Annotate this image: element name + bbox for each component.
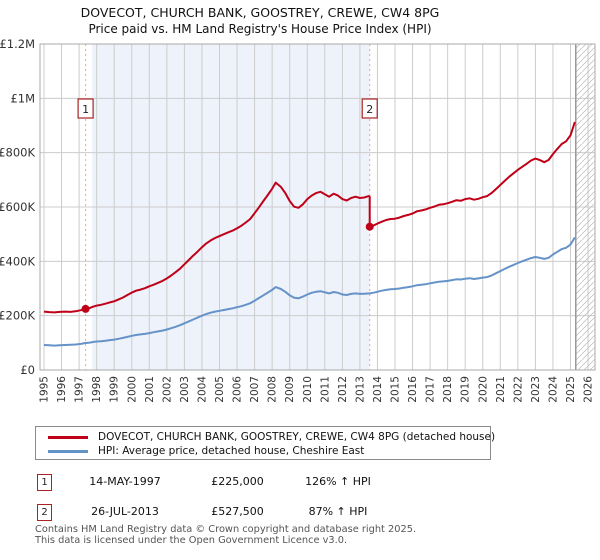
x-axis-label: 2004 bbox=[196, 376, 208, 403]
x-axis-label: 2025 bbox=[565, 376, 577, 403]
footer-line-2: This data is licensed under the Open Gov… bbox=[35, 535, 348, 546]
footer-line-1: Contains HM Land Registry data © Crown c… bbox=[35, 524, 417, 535]
sale-vs-hpi: 87% ↑ HPI bbox=[308, 505, 368, 518]
x-axis-label: 2009 bbox=[284, 376, 296, 403]
y-axis-label: £1.2M bbox=[0, 37, 35, 51]
chart-title: DOVECOT, CHURCH BANK, GOOSTREY, CREWE, C… bbox=[80, 5, 440, 20]
x-axis-label: 2019 bbox=[460, 376, 472, 403]
sale-marker-1-badge: 1 bbox=[37, 474, 52, 491]
y-axis-label: £200K bbox=[0, 309, 35, 323]
y-axis-label: £0 bbox=[20, 363, 35, 377]
x-axis-label: 2022 bbox=[512, 376, 524, 403]
x-axis-label: 1996 bbox=[56, 376, 68, 403]
future-hatch-region bbox=[575, 44, 595, 370]
legend-item-hpi: HPI: Average price, detached house, Ches… bbox=[36, 444, 490, 458]
x-axis-label: 2007 bbox=[249, 376, 261, 403]
red-line-swatch bbox=[48, 435, 88, 439]
x-axis-label: 2021 bbox=[495, 376, 507, 403]
legend-label: HPI: Average price, detached house, Ches… bbox=[98, 445, 365, 457]
copyright-footer: Contains HM Land Registry data © Crown c… bbox=[35, 524, 416, 546]
x-axis-label: 2003 bbox=[179, 376, 191, 403]
y-axis-label: £1M bbox=[10, 91, 35, 105]
sale-marker-number: 1 bbox=[82, 103, 89, 116]
sale-marker-number: 2 bbox=[366, 103, 373, 116]
sale-price: £527,500 bbox=[211, 505, 264, 518]
x-axis-label: 1997 bbox=[74, 376, 86, 403]
x-axis-label: 2016 bbox=[407, 376, 419, 403]
sale-point-marker bbox=[81, 304, 90, 313]
x-axis-label: 2012 bbox=[337, 376, 349, 403]
x-axis-label: 2001 bbox=[144, 376, 156, 403]
plot-border bbox=[39, 43, 596, 371]
x-axis-label: 2005 bbox=[214, 376, 226, 403]
series-line bbox=[43, 236, 576, 347]
sale-vs-hpi: 126% ↑ HPI bbox=[305, 475, 371, 488]
sale-point-marker bbox=[365, 222, 374, 231]
y-axis-label: £600K bbox=[0, 200, 35, 214]
legend-label: DOVECOT, CHURCH BANK, GOOSTREY, CREWE, C… bbox=[98, 431, 496, 443]
y-axis-label: £800K bbox=[0, 146, 35, 160]
sale-date: 26-JUL-2013 bbox=[91, 505, 159, 518]
x-axis-label: 2020 bbox=[477, 376, 489, 403]
price-history-chart: 1 2 £0 £200K £400K £600K £800K £1M £1.2M 1995 1996… bbox=[0, 37, 596, 403]
x-axis-label: 2015 bbox=[390, 376, 402, 403]
transaction-row: 1 14-MAY-1997 £225,000 126% ↑ HPI bbox=[0, 474, 600, 492]
x-axis-label: 2008 bbox=[267, 376, 279, 403]
x-axis-label: 2013 bbox=[354, 376, 366, 403]
x-axis-label: 2024 bbox=[547, 376, 559, 403]
x-axis-label: 2014 bbox=[372, 376, 384, 403]
sale-marker-2-badge: 2 bbox=[37, 504, 52, 521]
x-axis-label: 2017 bbox=[425, 376, 437, 403]
x-axis-label: 2026 bbox=[583, 376, 595, 403]
sale-price: £225,000 bbox=[211, 475, 264, 488]
x-axis-label: 1999 bbox=[109, 376, 121, 403]
x-axis-label: 2011 bbox=[319, 376, 331, 403]
x-axis-label: 2006 bbox=[232, 376, 244, 403]
y-axis-label: £400K bbox=[0, 254, 35, 268]
x-axis-label: 2000 bbox=[126, 376, 138, 403]
sale-marker-box bbox=[361, 98, 378, 119]
transaction-row: 2 26-JUL-2013 £527,500 87% ↑ HPI bbox=[0, 504, 600, 522]
x-axis-label: 2018 bbox=[442, 376, 454, 403]
x-axis-label: 2023 bbox=[530, 376, 542, 403]
series-line bbox=[43, 121, 576, 314]
x-axis-label: 2002 bbox=[161, 376, 173, 403]
blue-line-swatch bbox=[48, 449, 88, 453]
legend-item-property: DOVECOT, CHURCH BANK, GOOSTREY, CREWE, C… bbox=[36, 430, 495, 444]
chart-legend: DOVECOT, CHURCH BANK, GOOSTREY, CREWE, C… bbox=[35, 426, 495, 460]
x-axis-label: 1998 bbox=[91, 376, 103, 403]
x-axis-label: 1995 bbox=[39, 376, 51, 403]
sale-date: 14-MAY-1997 bbox=[89, 475, 161, 488]
sale-marker-box bbox=[77, 98, 94, 119]
x-axis-label: 2010 bbox=[302, 376, 314, 403]
chart-subtitle: Price paid vs. HM Land Registry's House … bbox=[88, 22, 432, 36]
